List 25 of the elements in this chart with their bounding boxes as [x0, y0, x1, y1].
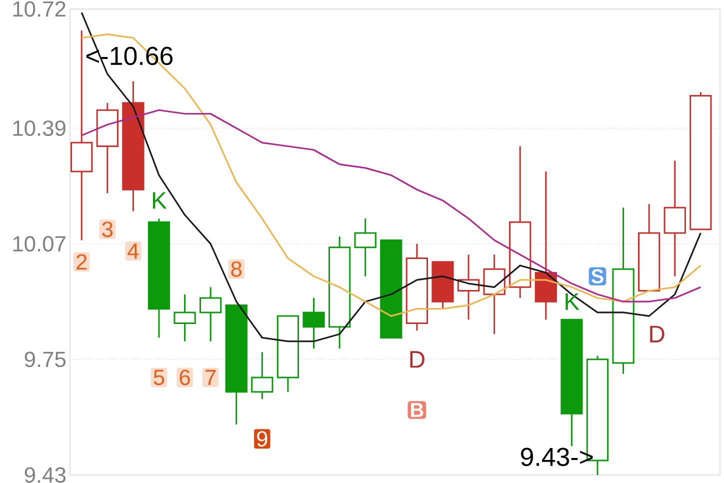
annotation: K	[152, 192, 167, 209]
candlestick	[174, 294, 196, 342]
y-tick-label: 10.72	[13, 1, 66, 17]
annotation: D	[410, 351, 424, 368]
annotation: 2	[76, 254, 87, 270]
annotation: 8	[231, 261, 242, 277]
y-tick-label: 9.75	[24, 352, 66, 368]
y-tick-label: 9.43	[24, 467, 66, 483]
candlestick	[354, 218, 376, 278]
annotation: 7	[206, 370, 216, 386]
candlestick	[302, 297, 325, 350]
y-tick-label: 10.07	[13, 236, 66, 252]
annotation: 6	[180, 370, 190, 386]
annotation: 4	[128, 243, 139, 259]
annotation: S	[591, 269, 604, 284]
annotation: 3	[102, 222, 113, 238]
candlestick	[251, 351, 274, 400]
annotation: B	[411, 403, 424, 417]
annotation: D	[650, 326, 664, 342]
annotation: K	[566, 293, 580, 310]
annotation: 9.43->	[521, 448, 593, 466]
candlestick	[200, 286, 222, 342]
annotation: 5	[154, 370, 164, 386]
y-tick-label: 10.39	[13, 120, 66, 136]
annotation: 9	[257, 431, 268, 447]
